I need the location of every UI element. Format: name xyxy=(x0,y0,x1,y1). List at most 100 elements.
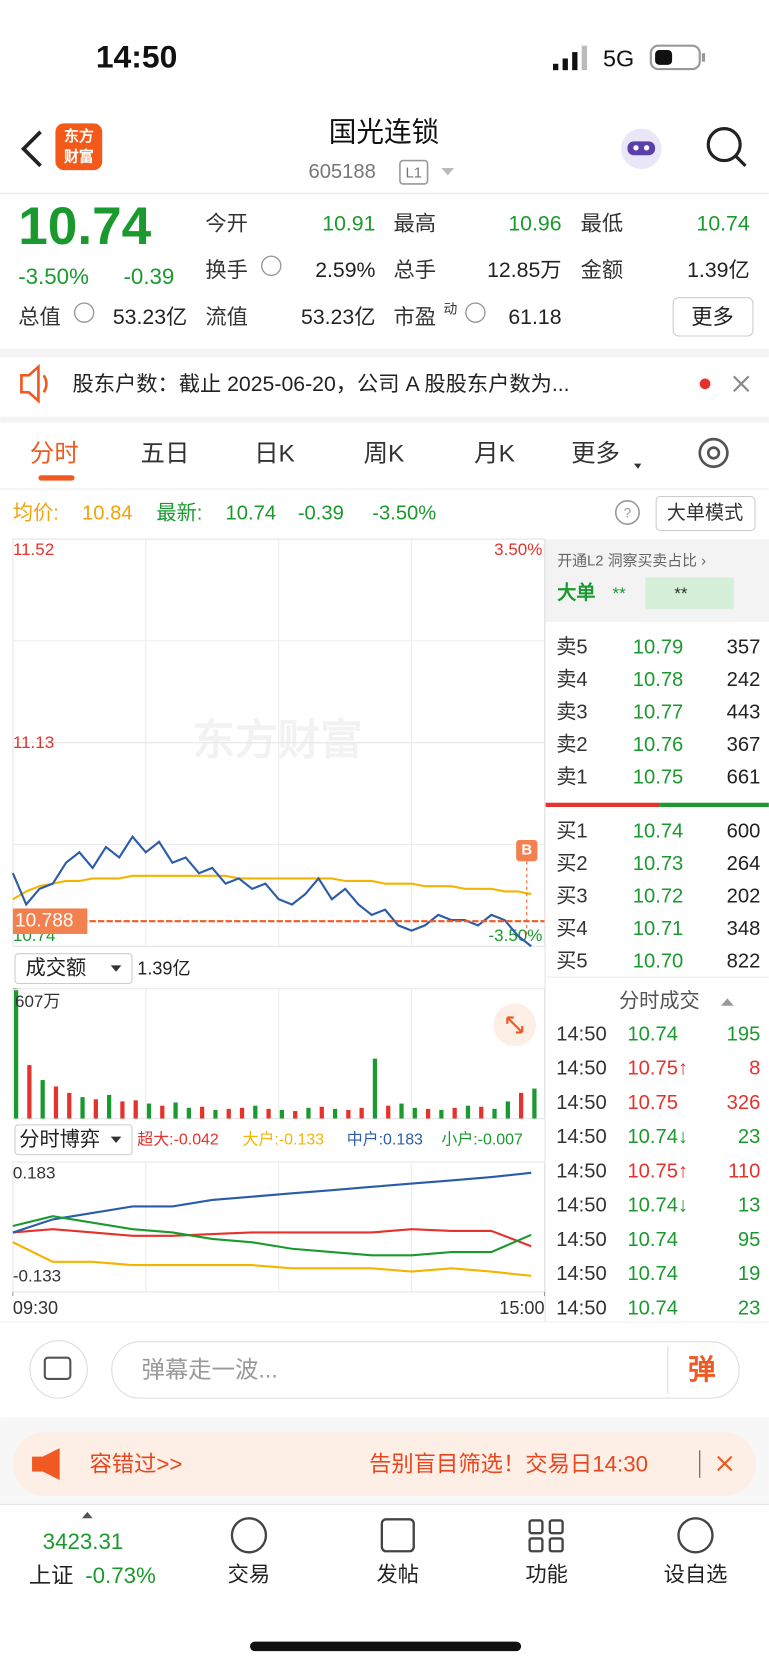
trade-price: 10.75↑ xyxy=(627,1058,688,1080)
danmu-button[interactable]: 弹 xyxy=(688,1354,716,1385)
tab[interactable]: 日K xyxy=(254,440,295,467)
expand-icon[interactable] xyxy=(493,1003,537,1047)
stat-label: 换手 xyxy=(205,258,248,282)
banner-right[interactable]: 告别盲目筛选！交易日14:30 xyxy=(369,1452,648,1477)
avg-price: 10.84 xyxy=(82,503,133,525)
network: 5G xyxy=(603,45,634,71)
stat-value: 61.18 xyxy=(508,305,561,329)
book-label: 卖3 xyxy=(556,701,587,724)
trade-time: 14:50 xyxy=(556,1092,607,1114)
danmu-icon[interactable] xyxy=(29,1340,88,1399)
reference-label: 10.788 xyxy=(15,911,74,932)
trade-volume: 195 xyxy=(727,1024,761,1046)
volume-bar xyxy=(40,1080,45,1119)
tab[interactable]: 五日 xyxy=(141,440,190,467)
nav-item[interactable]: 功能 xyxy=(525,1563,568,1587)
book-label: 卖5 xyxy=(556,636,587,659)
trade-volume: 13 xyxy=(738,1195,760,1217)
notice[interactable]: 股东户数：截止 2025-06-20，公司 A 股股东户数为... xyxy=(72,372,569,396)
more-button[interactable] xyxy=(672,297,754,337)
trade-price: 10.74 xyxy=(627,1229,678,1251)
series-line xyxy=(12,874,532,901)
book-price: 10.78 xyxy=(633,669,684,691)
close-button[interactable] xyxy=(733,375,750,393)
svg-text:?: ? xyxy=(624,504,632,520)
marker-label: B xyxy=(521,843,532,859)
volume-bar xyxy=(505,1101,510,1119)
trade-time: 14:50 xyxy=(556,1058,607,1080)
book-volume: 822 xyxy=(727,951,761,973)
y-tick-label: 607万 xyxy=(15,992,60,1011)
metric-total: 1.39亿 xyxy=(137,959,190,979)
tab-more-arrow xyxy=(633,463,642,469)
volume-bar xyxy=(386,1105,391,1119)
tab[interactable]: 周K xyxy=(364,440,405,467)
nav-item[interactable]: 交易 xyxy=(228,1563,271,1587)
search-icon[interactable] xyxy=(706,127,747,167)
trade-price: 10.74↓ xyxy=(627,1195,688,1217)
volume-bar xyxy=(120,1101,125,1119)
stat-value: 10.74 xyxy=(697,211,750,235)
stock-name: 国光连锁 xyxy=(329,116,440,147)
danmu-input[interactable] xyxy=(111,1341,740,1399)
y2-tick-label: -3.50% xyxy=(489,926,543,945)
y-tick-label: 0.183 xyxy=(13,1163,56,1182)
index-arrow xyxy=(82,1511,93,1519)
volume-bar xyxy=(253,1105,258,1119)
book-volume: 367 xyxy=(727,734,761,756)
settings-icon[interactable] xyxy=(698,437,729,469)
book-price: 10.70 xyxy=(633,951,684,973)
nav-item[interactable]: 发帖 xyxy=(377,1563,420,1587)
banner-close[interactable] xyxy=(717,1455,733,1472)
tab[interactable]: 更多 xyxy=(571,439,620,467)
last-change-pct: -3.50% xyxy=(372,503,436,525)
trade-time: 14:50 xyxy=(556,1024,607,1046)
book-price: 10.74 xyxy=(633,820,684,842)
mode-label[interactable]: 大单模式 xyxy=(667,502,744,524)
help-icon[interactable]: ? xyxy=(614,499,640,525)
book-volume: 443 xyxy=(727,702,761,724)
volume-bar xyxy=(93,1099,98,1119)
divider xyxy=(0,1321,769,1323)
unread-dot xyxy=(699,378,711,390)
tab[interactable]: 分时 xyxy=(30,439,79,467)
l2-promo[interactable]: 开通L2 洞察买卖占比 › xyxy=(557,551,706,569)
index-value[interactable]: 3423.31 xyxy=(43,1529,124,1554)
book-label: 买2 xyxy=(556,853,587,875)
mode-button[interactable] xyxy=(655,495,756,532)
more-label[interactable]: 更多 xyxy=(691,305,734,329)
stat-label: 总值 xyxy=(18,305,61,329)
stat-label: 金额 xyxy=(581,258,624,282)
price: 10.74 xyxy=(18,197,151,256)
nav-item[interactable]: 设自选 xyxy=(664,1563,728,1587)
change: -0.39 xyxy=(123,264,174,289)
marker[interactable] xyxy=(516,839,538,862)
info-icon[interactable] xyxy=(73,255,486,323)
select-arrow xyxy=(110,965,122,972)
index-name[interactable]: 上证 xyxy=(29,1563,74,1588)
banner[interactable] xyxy=(12,1432,757,1496)
robot-icon[interactable] xyxy=(621,128,662,170)
signal-icon xyxy=(553,45,588,71)
nav-icons xyxy=(230,1517,714,1554)
stat-label: 今开 xyxy=(205,211,248,235)
big-order-box xyxy=(645,577,734,610)
trade-volume: 23 xyxy=(738,1297,760,1319)
book-volume: 264 xyxy=(727,853,761,875)
banner-left[interactable]: 容错过>> xyxy=(89,1452,182,1477)
back-button[interactable] xyxy=(20,130,42,168)
stat-value: 53.23亿 xyxy=(113,305,187,329)
trade-time: 14:50 xyxy=(556,1297,607,1319)
tab[interactable]: 月K xyxy=(474,440,515,467)
ratio-bar-buy xyxy=(545,802,660,807)
stat-value: 10.96 xyxy=(508,211,561,235)
index-change[interactable]: -0.73% xyxy=(85,1563,156,1588)
dropdown-icon[interactable] xyxy=(441,167,455,176)
book-label: 卖1 xyxy=(556,766,587,789)
trade-price: 10.75 xyxy=(627,1092,678,1114)
stat-label: 最低 xyxy=(581,211,624,235)
danmu-placeholder[interactable]: 弹幕走一波... xyxy=(142,1356,278,1382)
metric-select[interactable] xyxy=(14,1124,133,1156)
metric-select[interactable] xyxy=(14,953,133,985)
